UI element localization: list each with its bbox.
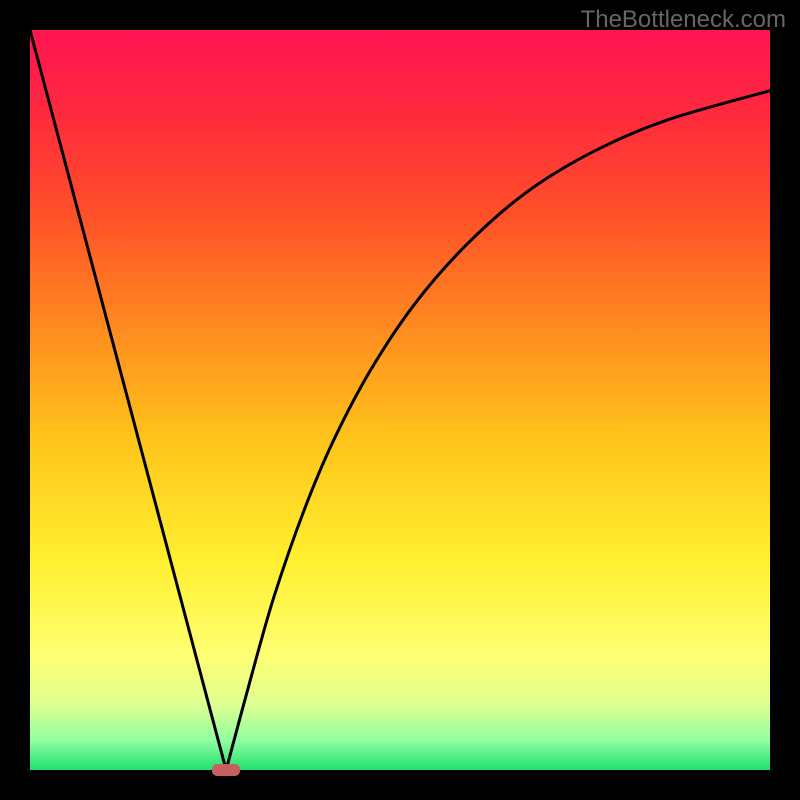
watermark-text: TheBottleneck.com bbox=[581, 6, 786, 34]
bottleneck-curve bbox=[30, 30, 770, 770]
plot-area bbox=[30, 30, 770, 770]
chart-stage: TheBottleneck.com bbox=[0, 0, 800, 800]
optimal-point-marker bbox=[212, 764, 240, 776]
